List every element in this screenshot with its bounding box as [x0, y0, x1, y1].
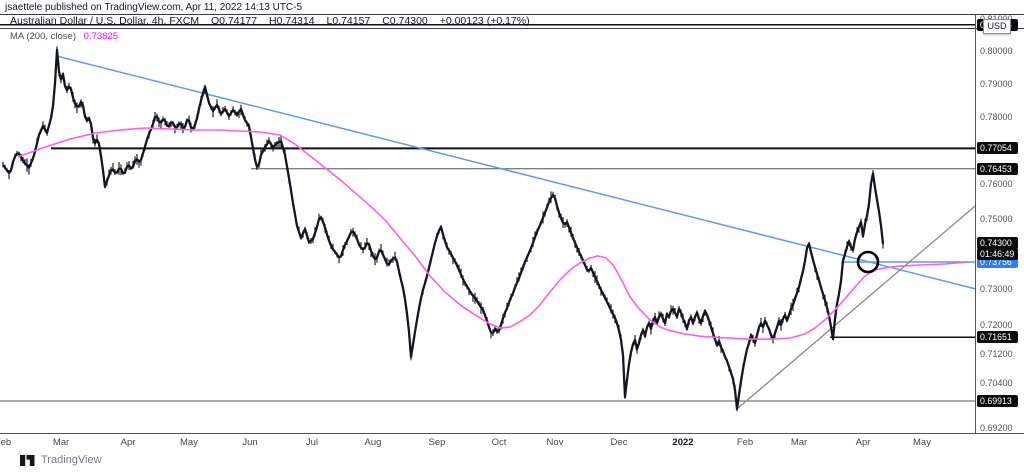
time-tick-Mar: Mar [790, 437, 808, 448]
chart-top-border [0, 14, 1024, 15]
price-tick-0.78000: 0.78000 [980, 112, 1013, 122]
candle-bodies [2, 48, 885, 411]
price-tick-0.73000: 0.73000 [980, 284, 1013, 294]
currency-tooltip: USD [983, 19, 1011, 34]
ohlc-change: +0.00123 (+0.17%) [439, 15, 530, 27]
candle-wicks [2, 46, 884, 412]
price-tick-0.70400: 0.70400 [980, 378, 1013, 388]
time-tick-Aug: Aug [364, 437, 382, 448]
time-tick-Oct: Oct [491, 437, 507, 448]
symbol-title: Australian Dollar / U.S. Dollar, 4h, FXC… [10, 15, 200, 27]
time-tick-May: May [913, 437, 931, 448]
time-tick-Dec: Dec [610, 437, 628, 448]
titlebar-border [0, 28, 1024, 29]
time-axis[interactable]: Feb Mar Apr May Jun Jul Aug Sep Oct Nov Dec 2022 Feb… [0, 434, 975, 450]
bar-countdown-label: 01:46:49 [977, 248, 1018, 260]
time-tick-Feb: Feb [0, 437, 12, 448]
time-tick-Sep: Sep [428, 437, 446, 448]
price-tick-0.79000: 0.79000 [980, 79, 1013, 89]
time-tick-Jul: Jul [305, 437, 319, 448]
symbol-titlebar: Australian Dollar / U.S. Dollar, 4h, FXC… [10, 15, 539, 28]
price-tick-0.71200: 0.71200 [980, 349, 1013, 359]
publish-info: jsaettele published on TradingView.com, … [5, 2, 303, 13]
price-tick-0.76000: 0.76000 [980, 179, 1013, 189]
ohlc-high: H0.74314 [269, 15, 315, 27]
time-tick-Apr: Apr [855, 437, 871, 448]
price-axis[interactable]: 0.810000.800000.790000.780000.760000.750… [976, 14, 1024, 433]
tradingview-brand-text[interactable]: TradingView [41, 454, 102, 466]
level-price-label-0.77054: 0.77054 [977, 142, 1018, 154]
level-price-label-0.76453: 0.76453 [977, 163, 1018, 175]
trendline-ascending-support[interactable] [736, 205, 975, 410]
ma-200-line [17, 127, 969, 340]
time-tick-Jun: Jun [242, 437, 258, 448]
price-tick-0.75000: 0.75000 [980, 214, 1013, 224]
trendline-descending-resistance[interactable] [56, 55, 975, 290]
price-tick-0.80000: 0.80000 [980, 46, 1013, 56]
ma-legend-value: 0.73825 [83, 31, 118, 42]
time-tick-May: May [180, 437, 198, 448]
price-tick-0.72000: 0.72000 [980, 320, 1013, 330]
level-price-label-0.71651: 0.71651 [977, 331, 1018, 343]
retest-circle-annotation[interactable] [856, 250, 880, 274]
time-tick-Mar: Mar [52, 437, 70, 448]
ohlc-open: O0.74177 [210, 15, 258, 27]
time-tick-Apr: Apr [120, 437, 136, 448]
price-axis-separator [975, 14, 976, 433]
ohlc-close: C0.74300 [382, 15, 428, 27]
time-tick-Feb: Feb [736, 437, 754, 448]
last-price-label: 0.74300 [977, 237, 1018, 249]
tradingview-logo-icon[interactable] [20, 453, 35, 467]
time-tick-2022: 2022 [672, 437, 694, 448]
time-tick-Nov: Nov [546, 437, 564, 448]
time-axis-separator [0, 433, 1024, 434]
ma-indicator-legend: MA (200, close) 0.73825 [10, 31, 118, 42]
footer-bar: TradingView [20, 452, 102, 468]
ma-legend-label: MA (200, close) [10, 31, 76, 42]
ohlc-low: L0.74157 [326, 15, 371, 27]
price-tick-0.69200: 0.69200 [980, 423, 1013, 433]
level-price-label-0.69913: 0.69913 [977, 395, 1018, 407]
